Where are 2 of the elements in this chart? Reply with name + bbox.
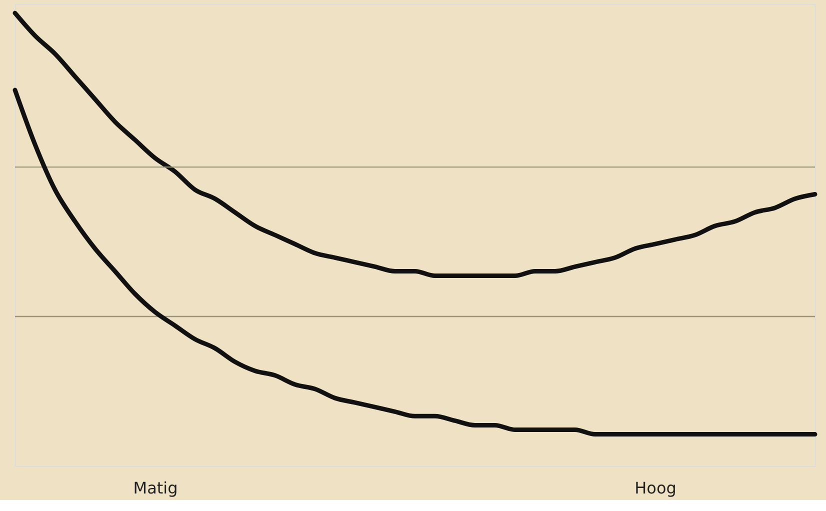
x-tick-label: Matig [133, 478, 178, 498]
x-tick-label: Hoog [634, 478, 676, 498]
